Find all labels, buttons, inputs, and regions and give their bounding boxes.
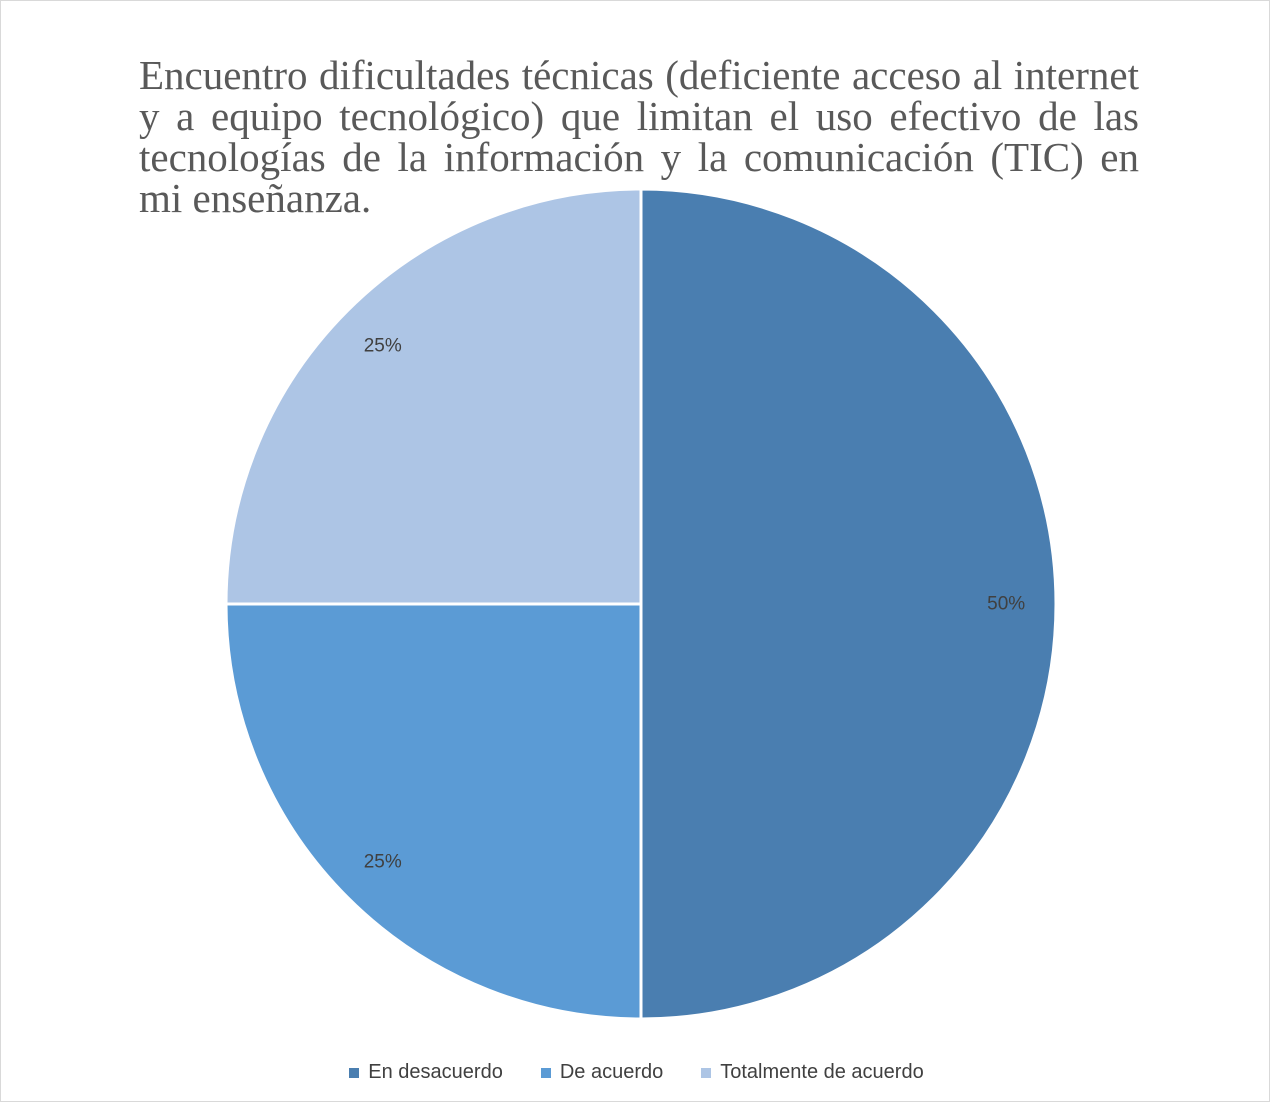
data-label-de-acuerdo: 25% [364, 852, 402, 873]
legend-swatch [349, 1067, 360, 1078]
legend-item-en-desacuerdo: En desacuerdo [349, 1061, 503, 1084]
pie-labels: 50% 25% 25% [364, 335, 1026, 872]
legend-label: Totalmente de acuerdo [720, 1061, 924, 1083]
legend-item-de-acuerdo: De acuerdo [540, 1061, 664, 1084]
data-label-en-desacuerdo: 50% [987, 594, 1025, 615]
legend-swatch [701, 1067, 712, 1078]
pie-slice-de-acuerdo [224, 602, 643, 1021]
legend-item-totalmente-de-acuerdo: Totalmente de acuerdo [701, 1061, 924, 1084]
legend-label: En desacuerdo [368, 1061, 503, 1083]
pie-slice-totalmente-de-acuerdo [224, 187, 643, 606]
legend-label: De acuerdo [559, 1061, 664, 1083]
pie-slice-en-desacuerdo [639, 187, 1058, 1021]
pie-slices [224, 187, 1058, 1021]
legend: En desacuerdo De acuerdo Totalmente de acu… [1, 1061, 1271, 1084]
chart-title: Encuentro dificultades técnicas (deficie… [139, 52, 1139, 221]
legend-swatch [540, 1067, 551, 1078]
data-label-totalmente-de-acuerdo: 25% [364, 335, 402, 356]
